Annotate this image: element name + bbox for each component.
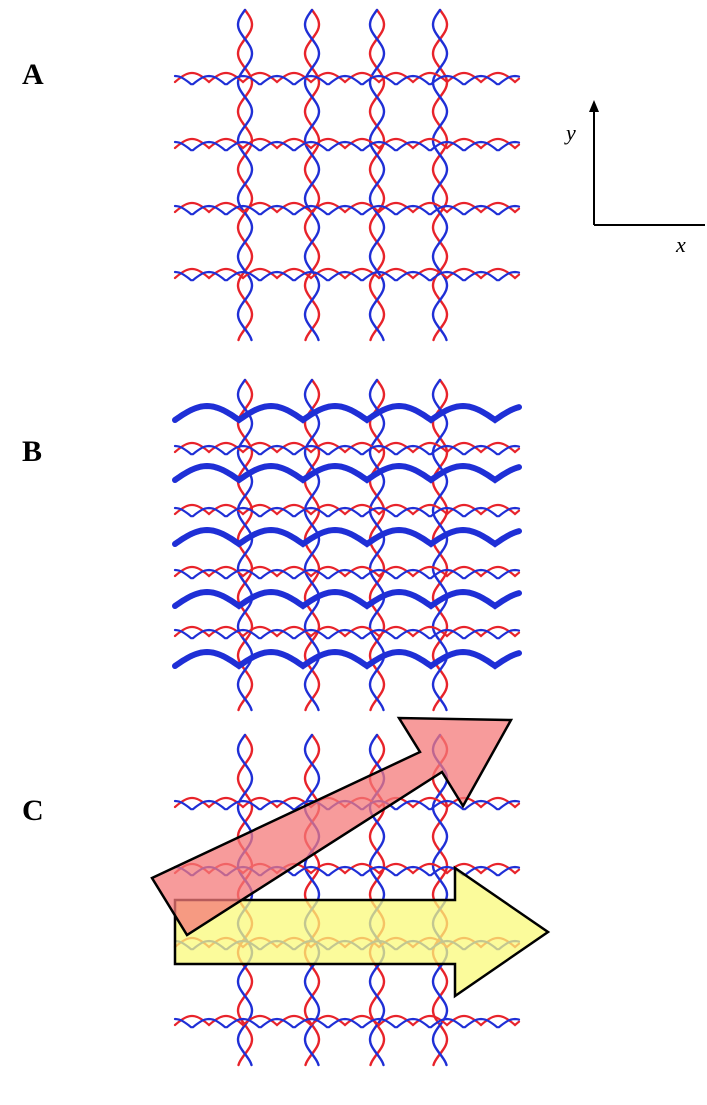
horizontal-fiber-blue [173, 270, 521, 282]
horizontal-fiber-red [173, 137, 521, 150]
panel-label-c: C [22, 794, 44, 827]
horizontal-fiber-red [173, 625, 521, 638]
red-diagonal-arrow [150, 716, 514, 937]
horizontal-fiber-thick [172, 402, 522, 424]
vertical-fiber-red [236, 8, 254, 342]
vertical-fiber-blue [368, 8, 386, 342]
vertical-fiber-blue [236, 8, 254, 342]
horizontal-fiber-thick [172, 462, 522, 484]
horizontal-fiber-blue [173, 204, 521, 216]
horizontal-fiber-red [173, 503, 521, 516]
vertical-fiber-red [368, 8, 386, 342]
horizontal-fiber-blue [173, 628, 521, 640]
horizontal-fiber-red [173, 1014, 521, 1027]
horizontal-fiber-blue [173, 140, 521, 152]
panel-label-a: A [22, 58, 44, 91]
horizontal-fiber-thick [172, 526, 522, 548]
horizontal-fiber-red [173, 441, 521, 454]
x-axis-label: x [675, 232, 686, 257]
panel-b-network [172, 378, 522, 712]
horizontal-fiber-red [173, 71, 521, 84]
y-axis-label: y [564, 120, 576, 145]
horizontal-fiber-blue [173, 506, 521, 518]
horizontal-fiber-red [173, 267, 521, 280]
horizontal-fiber-blue [173, 568, 521, 580]
horizontal-fiber-blue [173, 1017, 521, 1029]
axes-indicator: y x [564, 100, 705, 257]
yellow-horizontal-arrow [173, 865, 551, 999]
y-axis-arrowhead [589, 100, 599, 112]
vertical-fiber-red [368, 378, 386, 712]
panel-c-arrows [150, 716, 551, 999]
panel-a-network [173, 8, 521, 342]
horizontal-fiber-blue [173, 444, 521, 456]
horizontal-fiber-blue [173, 74, 521, 86]
horizontal-fiber-red [173, 565, 521, 578]
horizontal-fiber-red [173, 201, 521, 214]
horizontal-fiber-thick [172, 588, 522, 610]
vertical-fiber-red [303, 8, 321, 342]
horizontal-fiber-thick [172, 648, 522, 670]
vertical-fiber-red [431, 8, 449, 342]
vertical-fiber-blue [303, 8, 321, 342]
vertical-fiber-blue [431, 8, 449, 342]
panel-label-b: B [22, 435, 42, 468]
